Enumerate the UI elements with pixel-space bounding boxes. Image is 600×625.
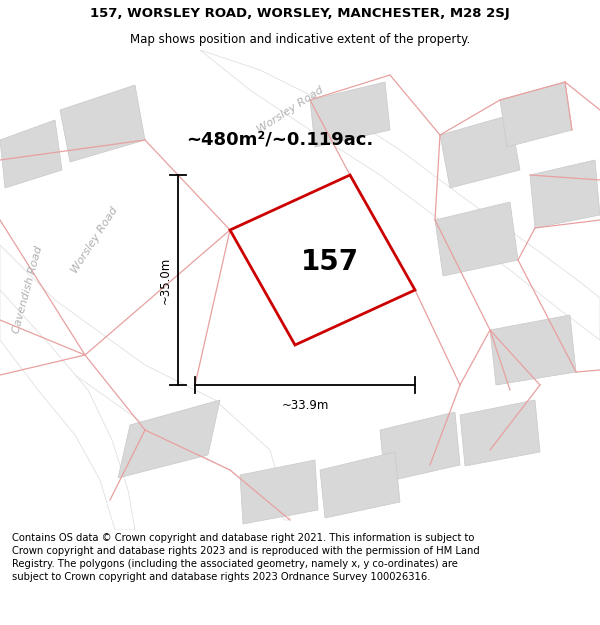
Text: Map shows position and indicative extent of the property.: Map shows position and indicative extent… — [130, 32, 470, 46]
Polygon shape — [200, 50, 600, 340]
Polygon shape — [500, 82, 572, 147]
Polygon shape — [0, 290, 135, 530]
Text: 157, WORSLEY ROAD, WORSLEY, MANCHESTER, M28 2SJ: 157, WORSLEY ROAD, WORSLEY, MANCHESTER, … — [90, 8, 510, 21]
Polygon shape — [310, 82, 390, 147]
Polygon shape — [380, 412, 460, 482]
Text: Contains OS data © Crown copyright and database right 2021. This information is : Contains OS data © Crown copyright and d… — [12, 533, 480, 582]
Polygon shape — [320, 452, 400, 518]
Text: 157: 157 — [301, 248, 359, 276]
Text: Worsley Road: Worsley Road — [70, 205, 120, 275]
Polygon shape — [490, 315, 576, 385]
Polygon shape — [435, 202, 518, 276]
Polygon shape — [0, 245, 290, 520]
Text: Cavendish Road: Cavendish Road — [11, 245, 44, 335]
Polygon shape — [440, 115, 520, 188]
Polygon shape — [60, 85, 145, 162]
Text: ~35.0m: ~35.0m — [159, 256, 172, 304]
Polygon shape — [530, 160, 600, 228]
Polygon shape — [460, 400, 540, 466]
Polygon shape — [118, 400, 220, 478]
Polygon shape — [0, 120, 62, 188]
Polygon shape — [240, 460, 318, 524]
Text: ~480m²/~0.119ac.: ~480m²/~0.119ac. — [187, 131, 374, 149]
Text: ~33.9m: ~33.9m — [281, 399, 329, 412]
Text: Worsley Road: Worsley Road — [255, 85, 325, 135]
